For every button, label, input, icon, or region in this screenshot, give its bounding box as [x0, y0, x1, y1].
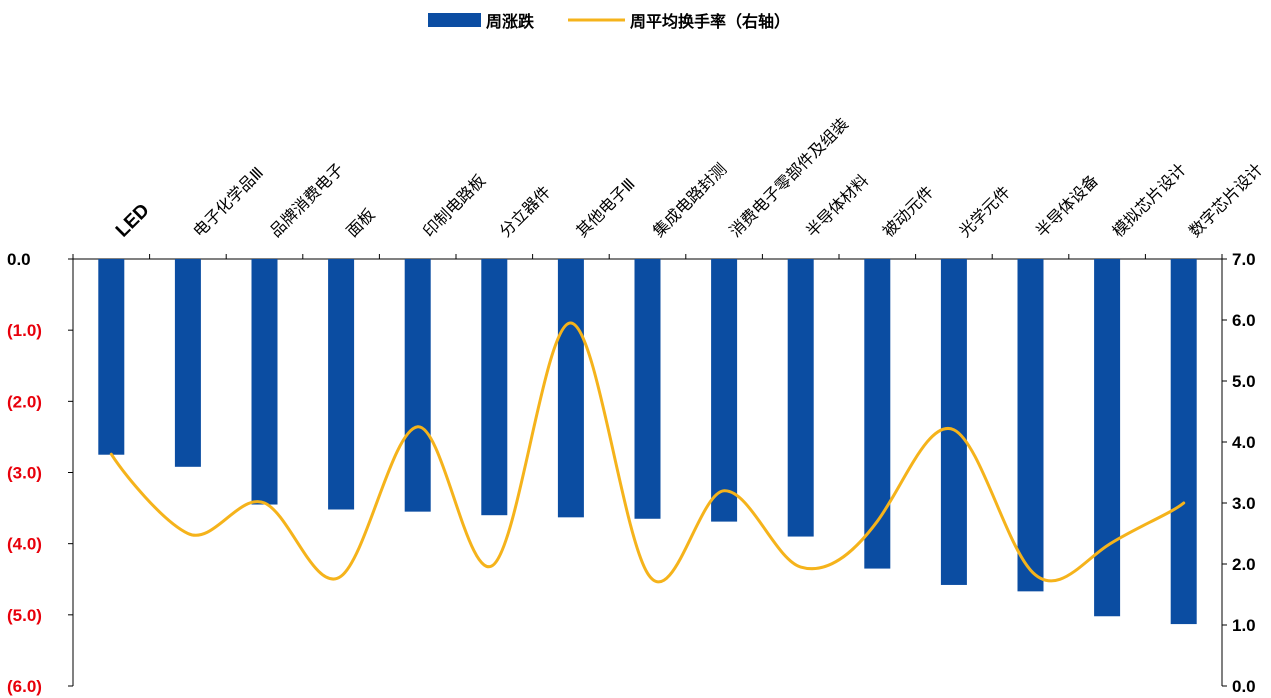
right-tick-label: 6.0 [1232, 311, 1256, 330]
category-label: 集成电路封测 [649, 160, 730, 241]
category-label: 半导体材料 [802, 171, 872, 241]
category-label: 模拟芯片设计 [1108, 160, 1189, 241]
bar [711, 259, 738, 522]
category-label: 光学元件 [955, 182, 1014, 241]
left-tick-label: 0.0 [7, 250, 31, 269]
right-tick-label: 0.0 [1232, 677, 1256, 696]
legend-line-label: 周平均换手率（右轴） [630, 12, 790, 31]
legend-item-bar: 周涨跌 [428, 12, 535, 31]
bar [251, 259, 278, 505]
left-tick-label: (5.0) [7, 606, 42, 625]
bar [328, 259, 355, 510]
category-label: 分立器件 [496, 182, 555, 241]
category-label: 半导体设备 [1032, 171, 1102, 241]
category-label: 品牌消费电子 [266, 160, 347, 241]
legend-bar-label: 周涨跌 [486, 12, 535, 31]
plot-area: 0.0 (1.0) (2.0) (3.0) (4.0) (5.0) (6.0) 7.0 6.0 5… [7, 114, 1266, 696]
right-tick-label: 7.0 [1232, 250, 1256, 269]
left-tick-label: (2.0) [7, 392, 42, 411]
bar [404, 259, 431, 512]
turnover-line [109, 321, 1186, 584]
category-label: 数字芯片设计 [1185, 160, 1266, 241]
left-tick-label: (1.0) [7, 321, 42, 340]
category-label: 其他电子Ⅲ [572, 174, 639, 241]
right-tick-label: 1.0 [1232, 616, 1256, 635]
bar [557, 259, 584, 518]
left-tick-label: (6.0) [7, 677, 42, 696]
bar [174, 259, 201, 467]
legend-bar-swatch [428, 13, 481, 27]
left-tick-label: (4.0) [7, 535, 42, 554]
right-tick-label: 3.0 [1232, 494, 1256, 513]
bar [940, 259, 967, 585]
bar [1017, 259, 1044, 592]
legend: 周涨跌 周平均换手率（右轴） [428, 12, 790, 31]
bar [634, 259, 661, 519]
left-tick-label: (3.0) [7, 464, 42, 483]
bar [864, 259, 891, 569]
bar [1170, 259, 1197, 625]
category-label: 印制电路板 [419, 171, 489, 241]
bar [1094, 259, 1121, 617]
category-label: 电子化学品Ⅲ [189, 163, 267, 241]
bar [787, 259, 814, 537]
bar [481, 259, 508, 516]
category-label: 被动元件 [879, 182, 938, 241]
right-tick-label: 4.0 [1232, 433, 1256, 452]
legend-item-line: 周平均换手率（右轴） [568, 12, 790, 31]
bar [98, 259, 125, 455]
category-label: LED [112, 200, 154, 242]
category-label: 面板 [342, 205, 378, 241]
right-tick-label: 2.0 [1232, 555, 1256, 574]
right-tick-label: 5.0 [1232, 372, 1256, 391]
